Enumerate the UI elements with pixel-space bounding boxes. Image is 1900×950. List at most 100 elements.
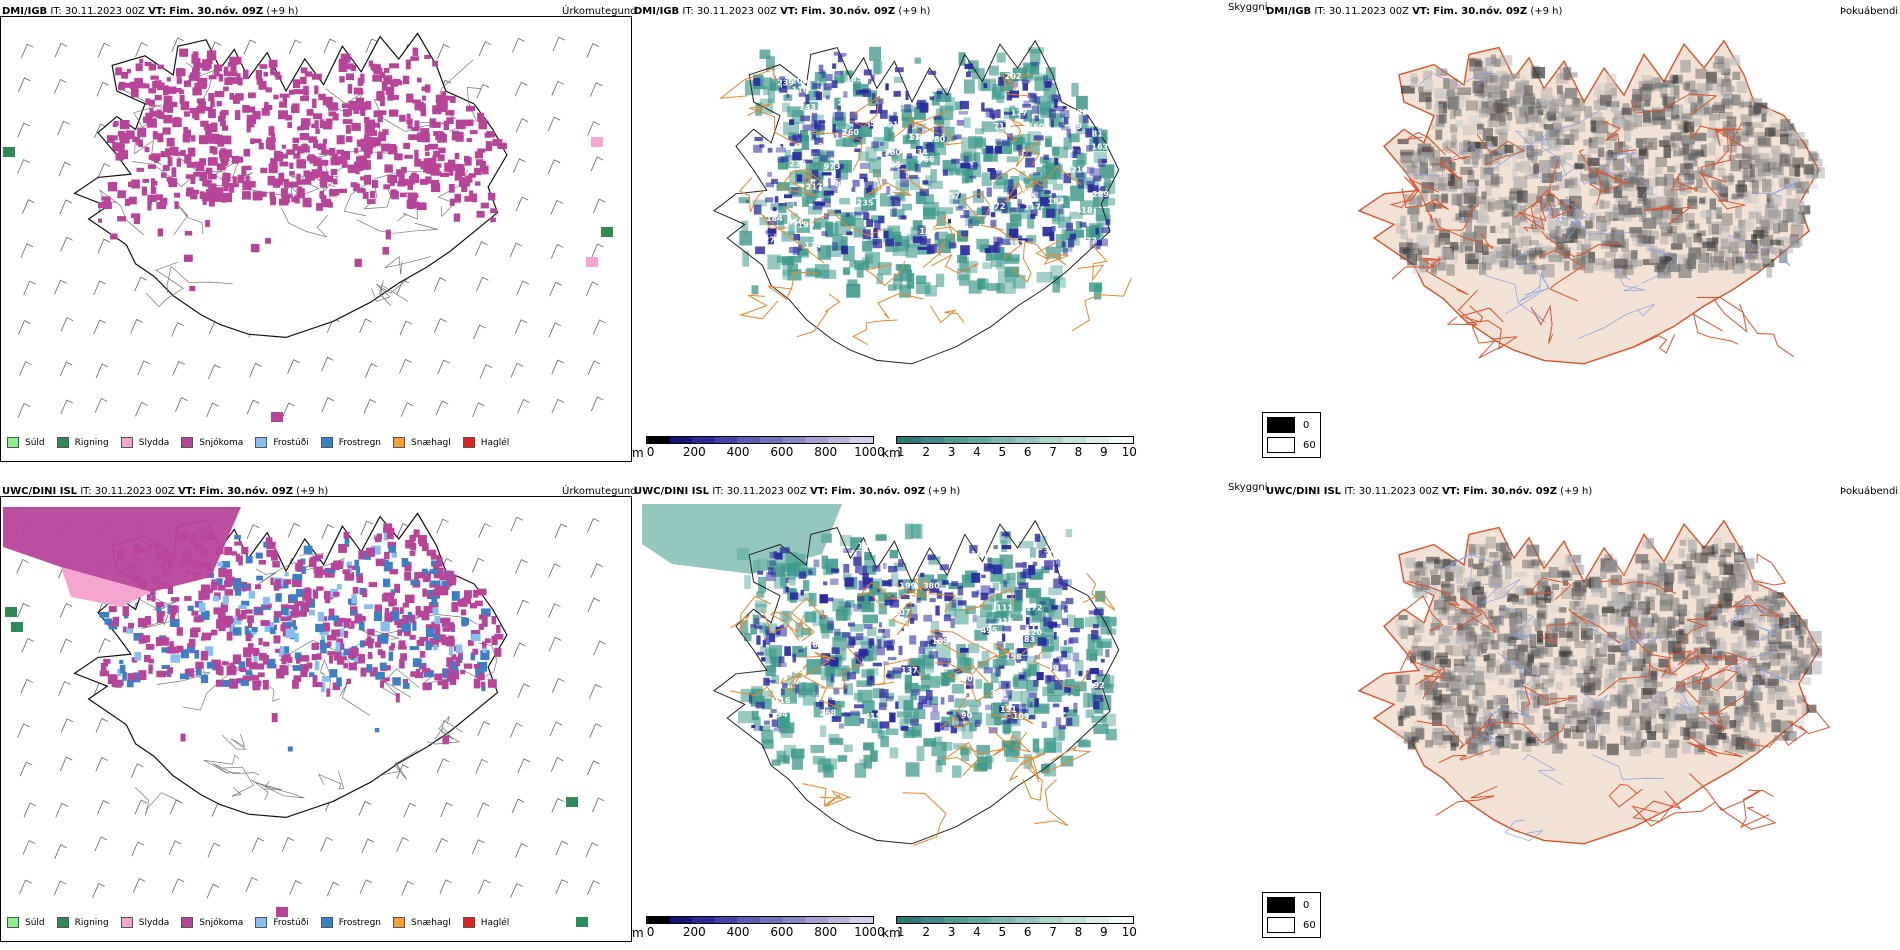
road-line	[1008, 751, 1048, 782]
cloud-cell	[1023, 100, 1030, 107]
precip-cell	[242, 105, 250, 113]
fog-cell	[1758, 255, 1772, 264]
vis-cell	[763, 86, 770, 96]
precip-cell	[149, 99, 155, 107]
fog-cell	[1650, 204, 1659, 217]
road-line	[319, 658, 332, 695]
fog-cell	[1573, 225, 1586, 237]
vis-cell	[786, 675, 794, 686]
fog-cell	[1490, 225, 1496, 233]
fog-cell	[1653, 77, 1661, 88]
cloud-cell	[1101, 159, 1107, 164]
fog-cell	[1539, 245, 1553, 253]
fog-cell	[1635, 165, 1645, 176]
fog-cell	[1444, 173, 1451, 182]
wind-barb	[171, 322, 184, 337]
precip-cell	[433, 633, 441, 640]
fog-cell	[1749, 164, 1755, 177]
precip-cell	[392, 607, 399, 614]
precip-cell	[301, 609, 307, 615]
fog-cell	[1680, 59, 1691, 73]
visibility-label: 217	[806, 182, 823, 191]
road-line	[778, 169, 816, 197]
precip-cell	[445, 638, 455, 647]
fog-cell	[1634, 92, 1642, 102]
fog-cell	[1742, 218, 1752, 231]
vis-cell	[865, 146, 877, 162]
precip-cell	[315, 623, 324, 633]
precip-cell	[194, 113, 200, 121]
precip-cell	[403, 142, 410, 149]
cloud-cell	[769, 552, 777, 559]
fog-cell	[1458, 205, 1473, 218]
precip-cell	[466, 138, 473, 143]
cloud-cell	[1059, 664, 1068, 672]
precip-cell	[195, 661, 204, 669]
wind-barb	[592, 797, 605, 813]
precip-cell	[190, 135, 196, 142]
cloud-cell	[987, 564, 994, 570]
fog-cell	[1796, 181, 1810, 194]
vis-cell	[779, 610, 793, 622]
visibility-label: 111	[996, 604, 1013, 613]
fog-cell	[1783, 210, 1796, 222]
cloud-cell	[892, 667, 902, 674]
wind-barb	[586, 518, 600, 533]
cloud-cell	[765, 626, 770, 636]
vis-cell	[776, 182, 790, 191]
fog-cell	[1647, 193, 1657, 201]
cloud-cell	[1054, 158, 1059, 165]
cloud-cell	[919, 188, 929, 196]
precip-cell	[147, 195, 152, 205]
precip-cell	[402, 679, 408, 685]
fog-cell	[1630, 157, 1645, 166]
precip-cell	[232, 654, 242, 665]
vis-cell	[1005, 278, 1016, 294]
scale-tick: 1000	[854, 445, 885, 459]
wind-barb	[94, 123, 107, 139]
cloud-cell	[775, 147, 786, 153]
visibility-label: 360	[884, 148, 901, 157]
precip-cell	[439, 574, 449, 581]
vis-cell	[862, 565, 877, 575]
precip-cell	[297, 146, 304, 154]
precip-cell	[193, 88, 202, 96]
precip-cell	[184, 111, 190, 117]
road-line	[802, 783, 850, 808]
precip-cell	[226, 631, 233, 641]
precip-cell	[224, 546, 233, 556]
vis-cell	[790, 213, 799, 220]
precip-cell	[143, 655, 151, 663]
precip-cell	[263, 679, 269, 690]
cloud-cell	[1037, 637, 1047, 646]
precip-cell	[222, 192, 232, 203]
cloud-cell	[1034, 115, 1039, 122]
road-line	[1446, 289, 1478, 326]
precip-cell	[208, 199, 215, 207]
precip-cell	[281, 607, 289, 615]
cloud-cell	[823, 581, 828, 586]
fog-cell	[1780, 119, 1791, 132]
fog-cell	[1402, 159, 1414, 173]
wind-barb	[249, 362, 262, 378]
precip-cell	[291, 578, 302, 588]
precip-cell	[107, 135, 115, 143]
precip-cell	[408, 201, 414, 209]
precip-cell	[374, 536, 382, 543]
cloud-cell	[1044, 81, 1052, 88]
precip-cell	[317, 162, 323, 173]
cloud-cell	[1032, 172, 1041, 176]
visibility-label: 80	[934, 135, 946, 144]
vis-cell	[991, 672, 999, 684]
fog-cell	[1596, 120, 1609, 134]
visibility-label: 133	[851, 98, 868, 107]
wind-barb	[435, 400, 449, 416]
scale-swatch	[714, 917, 738, 923]
road-line	[371, 278, 408, 302]
vis-cell	[896, 711, 913, 718]
precip-cell	[343, 630, 348, 638]
fog-cell	[1527, 116, 1539, 123]
precip-cell	[225, 576, 235, 583]
vis-cell	[990, 594, 999, 602]
fog-cell	[1421, 190, 1428, 202]
